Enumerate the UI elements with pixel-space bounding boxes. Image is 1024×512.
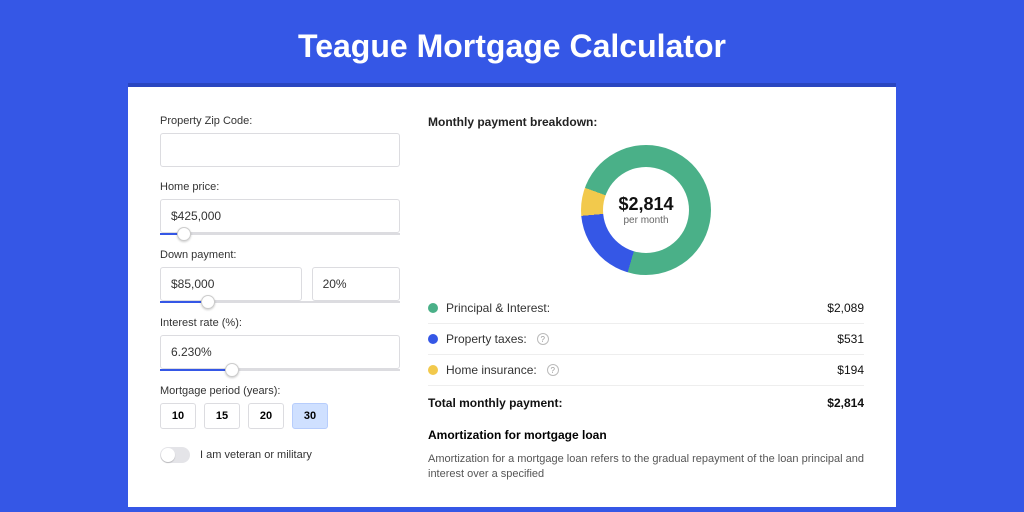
home-price-slider[interactable] — [160, 233, 400, 235]
donut-center: $2,814 per month — [603, 167, 689, 253]
interest-rate-label: Interest rate (%): — [160, 317, 400, 329]
veteran-row: I am veteran or military — [160, 447, 400, 463]
period-button-30[interactable]: 30 — [292, 403, 328, 429]
legend-row-2: Home insurance:? $194 — [428, 355, 864, 386]
legend-value: $531 — [837, 332, 864, 346]
legend-dot — [428, 365, 438, 375]
total-row: Total monthly payment: $2,814 — [428, 386, 864, 428]
total-label: Total monthly payment: — [428, 396, 562, 410]
home-price-label: Home price: — [160, 181, 400, 193]
calculator-card: Property Zip Code: Home price: Down paym… — [128, 87, 896, 507]
toggle-knob — [161, 448, 175, 462]
breakdown-panel: Monthly payment breakdown: $2,814 per mo… — [428, 115, 864, 507]
donut-amount: $2,814 — [618, 194, 673, 215]
zip-input[interactable] — [160, 133, 400, 167]
donut-chart: $2,814 per month — [581, 145, 711, 275]
form-panel: Property Zip Code: Home price: Down paym… — [160, 115, 400, 507]
interest-rate-slider[interactable] — [160, 369, 400, 371]
info-icon[interactable]: ? — [547, 364, 559, 376]
down-payment-slider[interactable] — [160, 301, 400, 303]
legend-value: $194 — [837, 363, 864, 377]
down-payment-label: Down payment: — [160, 249, 400, 261]
page-title: Teague Mortgage Calculator — [0, 0, 1024, 87]
donut-chart-wrap: $2,814 per month — [428, 145, 864, 275]
total-value: $2,814 — [827, 396, 864, 410]
amortization-text: Amortization for a mortgage loan refers … — [428, 452, 864, 483]
legend-label: Property taxes: — [446, 332, 527, 346]
home-price-input[interactable] — [160, 199, 400, 233]
amortization-title: Amortization for mortgage loan — [428, 428, 864, 442]
zip-label: Property Zip Code: — [160, 115, 400, 127]
down-payment-field: Down payment: — [160, 249, 400, 303]
interest-rate-field: Interest rate (%): — [160, 317, 400, 371]
breakdown-title: Monthly payment breakdown: — [428, 115, 864, 129]
info-icon[interactable]: ? — [537, 333, 549, 345]
mortgage-period-label: Mortgage period (years): — [160, 385, 400, 397]
period-button-15[interactable]: 15 — [204, 403, 240, 429]
legend-dot — [428, 303, 438, 313]
legend-value: $2,089 — [827, 301, 864, 315]
veteran-label: I am veteran or military — [200, 449, 312, 461]
legend-label: Principal & Interest: — [446, 301, 550, 315]
donut-sub: per month — [623, 215, 668, 226]
period-button-10[interactable]: 10 — [160, 403, 196, 429]
legend: Principal & Interest: $2,089 Property taxe… — [428, 293, 864, 386]
mortgage-period-field: Mortgage period (years): 10 15 20 30 — [160, 385, 400, 429]
zip-field: Property Zip Code: — [160, 115, 400, 167]
home-price-field: Home price: — [160, 181, 400, 235]
legend-row-1: Property taxes:? $531 — [428, 324, 864, 355]
legend-dot — [428, 334, 438, 344]
veteran-toggle[interactable] — [160, 447, 190, 463]
interest-rate-input[interactable] — [160, 335, 400, 369]
legend-row-0: Principal & Interest: $2,089 — [428, 293, 864, 324]
down-payment-amount-input[interactable] — [160, 267, 302, 301]
down-payment-percent-input[interactable] — [312, 267, 400, 301]
legend-label: Home insurance: — [446, 363, 537, 377]
period-button-20[interactable]: 20 — [248, 403, 284, 429]
